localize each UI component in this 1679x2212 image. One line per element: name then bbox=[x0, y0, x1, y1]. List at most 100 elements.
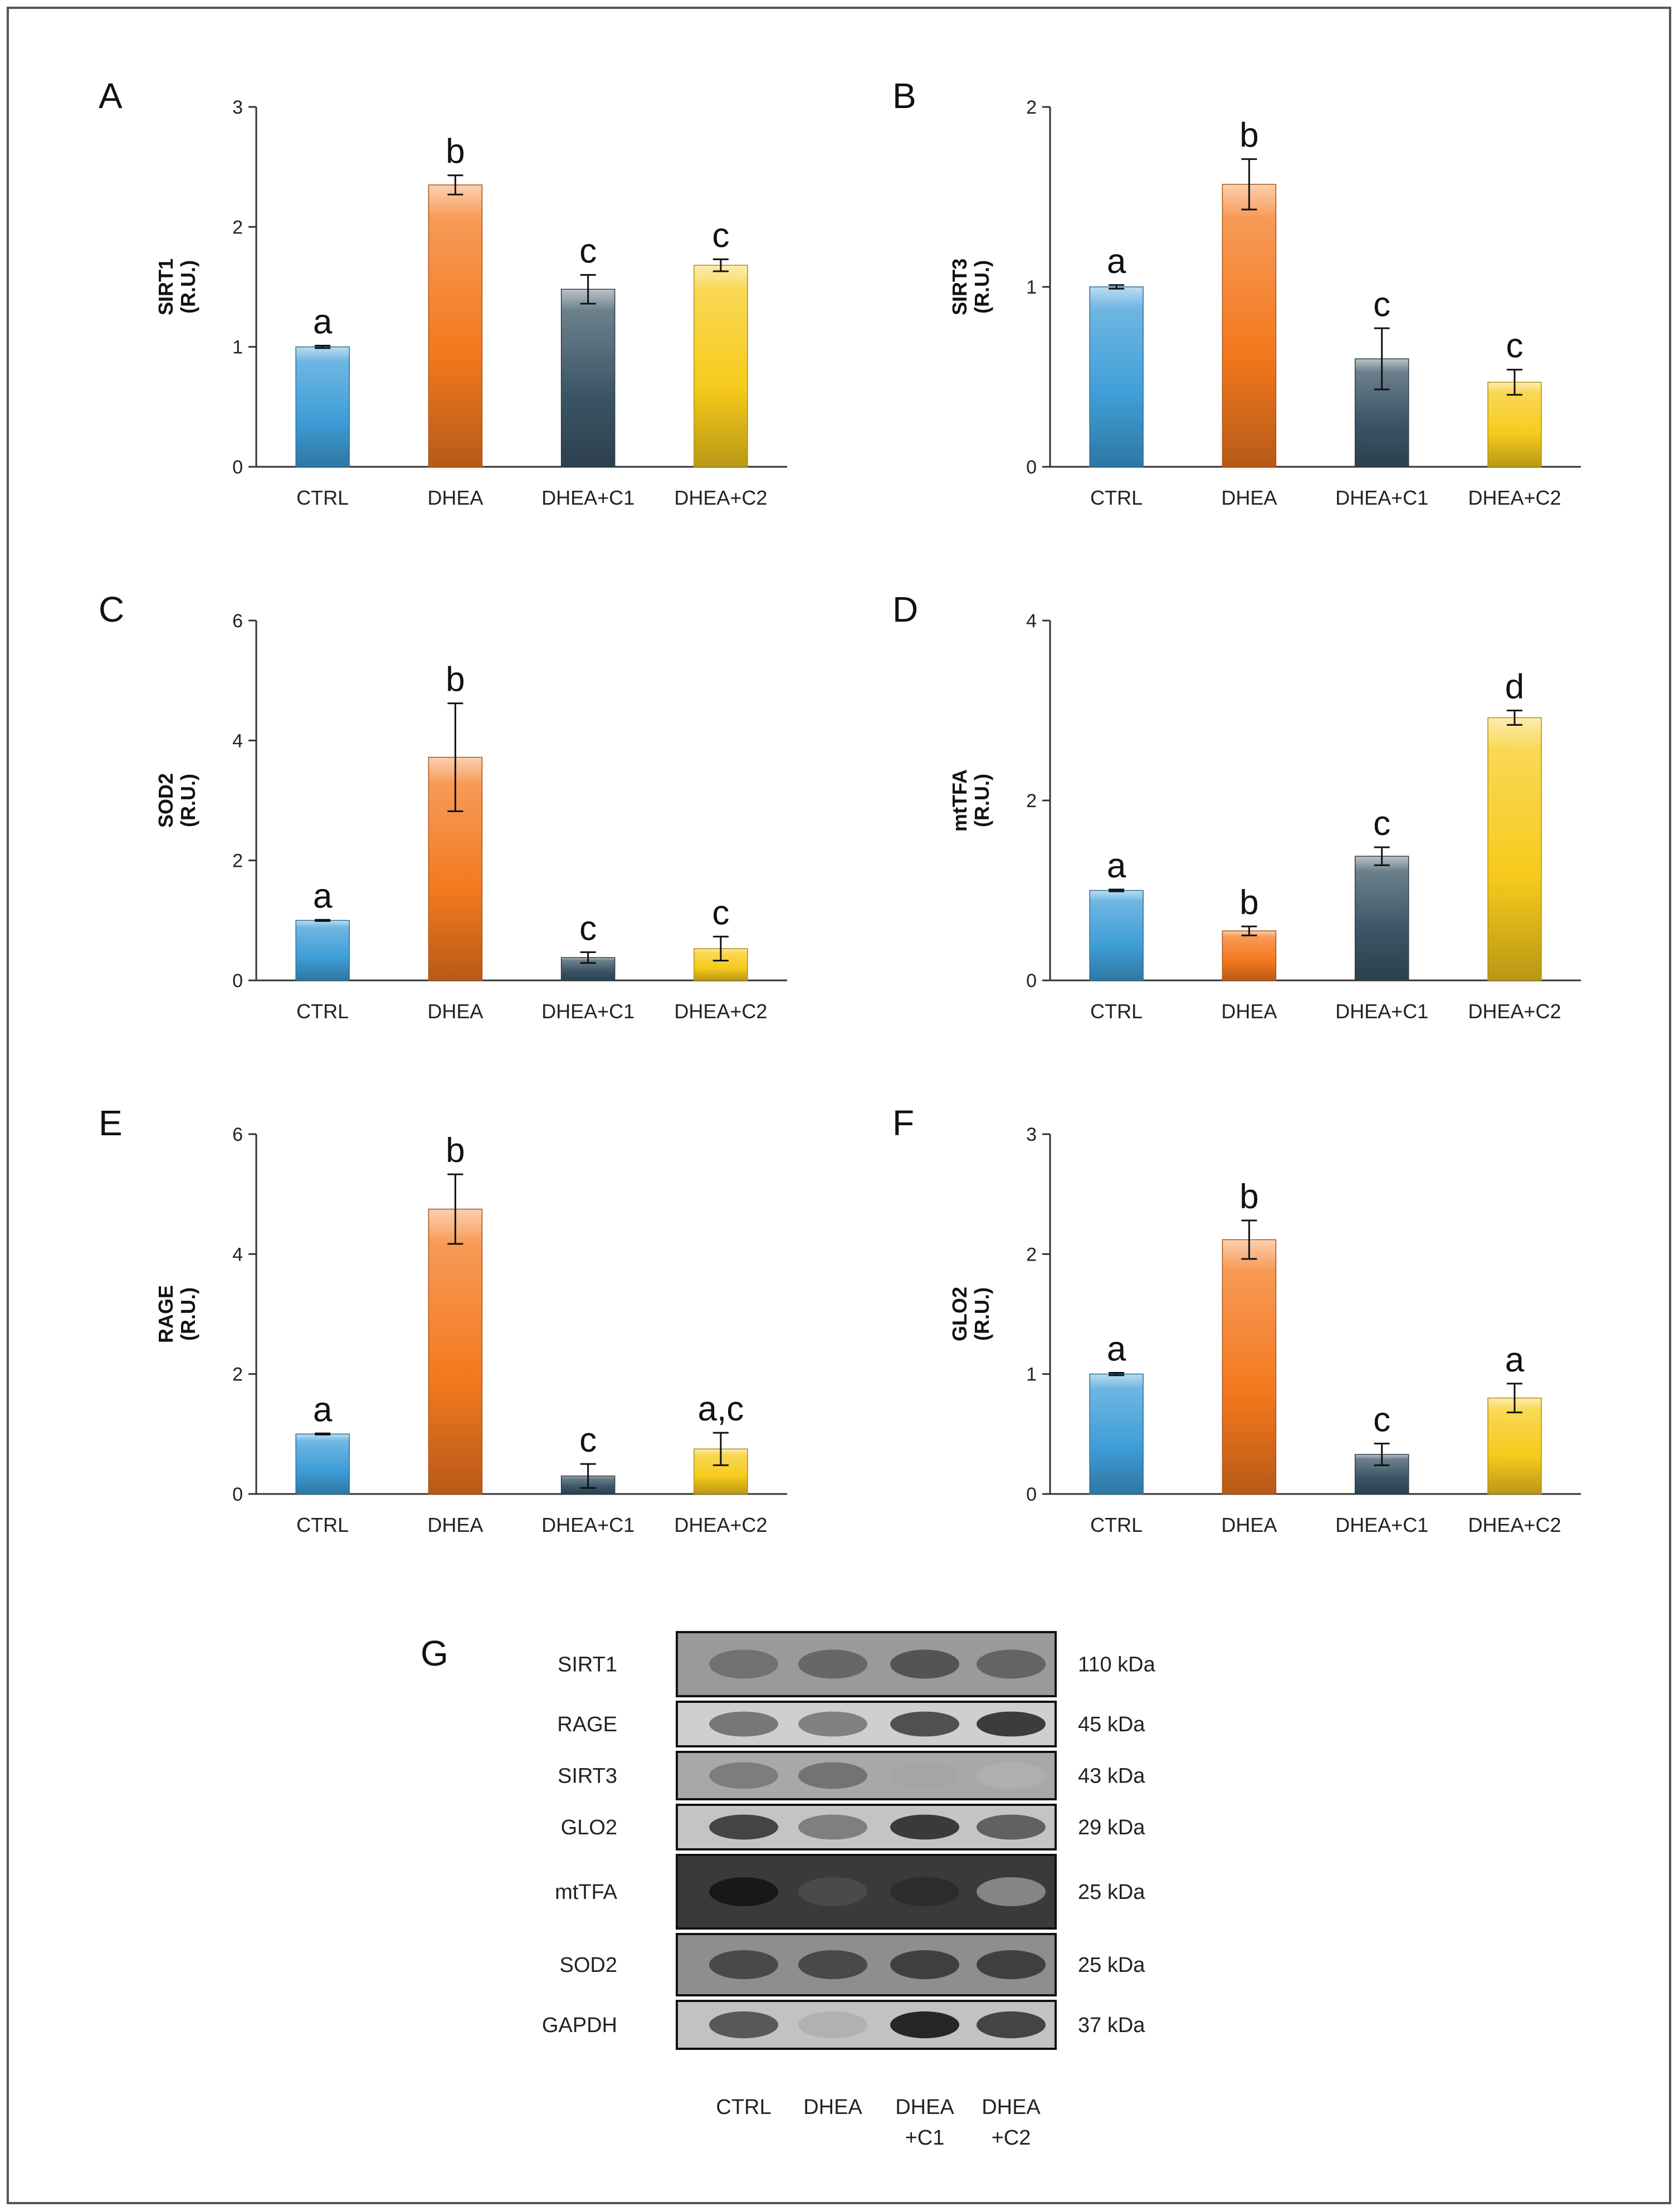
y-tick-label: 0 bbox=[1026, 1484, 1037, 1505]
y-tick-label: 2 bbox=[1026, 97, 1037, 118]
x-tick-label: DHEA+C1 bbox=[1335, 1000, 1428, 1023]
panel-letter: F bbox=[892, 1103, 914, 1143]
y-tick-label: 1 bbox=[1026, 1364, 1037, 1385]
y-tick-label: 0 bbox=[1026, 457, 1037, 478]
lane-label-sub: +C2 bbox=[992, 2126, 1031, 2150]
lane-label: DHEA bbox=[895, 2096, 954, 2119]
kda-label: 45 kDa bbox=[1078, 1713, 1145, 1736]
y-axis-title: mtTFA bbox=[948, 769, 971, 832]
x-tick-label: DHEA+C1 bbox=[541, 486, 634, 509]
significance-letter: a bbox=[313, 303, 333, 341]
significance-letter: a bbox=[313, 877, 333, 915]
x-tick-label: DHEA+C2 bbox=[1468, 1513, 1561, 1536]
protein-label: GAPDH bbox=[542, 2014, 617, 2037]
panel-letter: D bbox=[892, 589, 918, 629]
bar-dhea bbox=[428, 1208, 483, 1495]
x-tick-label: CTRL bbox=[1090, 486, 1143, 509]
blot-band bbox=[890, 1762, 959, 1789]
significance-letter: d bbox=[1505, 668, 1524, 706]
y-axis-unit: (R.U.) bbox=[970, 774, 993, 827]
blot-band bbox=[709, 1950, 778, 1979]
x-tick-label: CTRL bbox=[296, 1513, 349, 1536]
blot-band bbox=[709, 1814, 778, 1840]
panel-letter: E bbox=[99, 1103, 123, 1143]
blot-band bbox=[709, 1877, 778, 1906]
blot-band bbox=[709, 2011, 778, 2039]
figure-frame bbox=[7, 7, 1671, 2204]
bar-dhea-c1 bbox=[560, 289, 616, 467]
x-tick-label: CTRL bbox=[296, 486, 349, 509]
y-tick-label: 2 bbox=[232, 217, 243, 238]
bar-ctrl bbox=[1089, 286, 1144, 467]
blot-band bbox=[798, 1762, 867, 1789]
x-tick-label: DHEA+C2 bbox=[674, 1000, 767, 1023]
protein-label: GLO2 bbox=[561, 1816, 617, 1839]
protein-label: SOD2 bbox=[560, 1954, 617, 1977]
bar-dhea-c1 bbox=[1354, 856, 1409, 981]
panel-letter: G bbox=[421, 1633, 448, 1673]
blot-band bbox=[798, 1711, 867, 1737]
x-tick-label: DHEA+C1 bbox=[541, 1000, 634, 1023]
y-tick-label: 3 bbox=[1026, 1124, 1037, 1145]
chart-panel-F: F 0 1 2 3 GLO2 (R.U.) a CTRL b DHEA c DHEA+C1 a DHEA+C… bbox=[892, 1103, 1581, 1536]
bar-dhea-c2 bbox=[1487, 1397, 1542, 1495]
panel-letter: B bbox=[892, 76, 916, 116]
blot-band bbox=[977, 1762, 1046, 1789]
y-tick-label: 0 bbox=[1026, 970, 1037, 992]
blot-band bbox=[890, 2011, 959, 2039]
blot-band bbox=[798, 1950, 867, 1979]
significance-letter: c bbox=[1373, 804, 1390, 843]
bar-ctrl bbox=[295, 920, 350, 981]
blot-band bbox=[798, 1649, 867, 1679]
x-tick-label: DHEA bbox=[427, 1000, 483, 1023]
lane-label-sub: +C1 bbox=[905, 2126, 945, 2150]
protein-label: SIRT1 bbox=[558, 1653, 617, 1677]
y-tick-label: 0 bbox=[232, 457, 243, 478]
y-tick-label: 1 bbox=[232, 337, 243, 358]
chart-panel-A: A 0 1 2 3 SIRT1 (R.U.) a CTRL b DHEA c DHEA+C1 c DHEA+… bbox=[99, 76, 787, 509]
blot-band bbox=[890, 1649, 959, 1679]
y-tick-label: 2 bbox=[1026, 1244, 1037, 1265]
western-blot: G SIRT1 110 kDa RAGE 45 kDa SIRT3 43 kDa GLO2 29… bbox=[421, 1631, 1156, 2150]
bar-ctrl bbox=[295, 1433, 350, 1495]
y-axis-title: SIRT1 bbox=[154, 258, 177, 315]
kda-label: 25 kDa bbox=[1078, 1954, 1145, 1977]
kda-label: 29 kDa bbox=[1078, 1816, 1145, 1839]
blot-band bbox=[977, 1950, 1046, 1979]
bar-dhea bbox=[1222, 184, 1277, 467]
blot-band bbox=[798, 2011, 867, 2039]
x-tick-label: DHEA+C2 bbox=[674, 486, 767, 509]
y-tick-label: 6 bbox=[232, 1124, 243, 1145]
blot-band bbox=[709, 1762, 778, 1789]
y-tick-label: 0 bbox=[232, 970, 243, 992]
significance-letter: b bbox=[446, 661, 465, 699]
significance-letter: c bbox=[579, 909, 597, 948]
blot-band bbox=[890, 1814, 959, 1840]
x-tick-label: CTRL bbox=[1090, 1000, 1143, 1023]
significance-letter: c bbox=[712, 893, 729, 932]
y-axis-title: SOD2 bbox=[154, 773, 177, 828]
lane-label: CTRL bbox=[716, 2096, 771, 2119]
bar-ctrl bbox=[295, 346, 350, 467]
lane-label: DHEA bbox=[982, 2096, 1041, 2119]
panel-letter: C bbox=[99, 589, 124, 629]
y-axis-title: RAGE bbox=[154, 1285, 177, 1343]
y-tick-label: 3 bbox=[232, 97, 243, 118]
y-axis-unit: (R.U.) bbox=[970, 1287, 993, 1341]
significance-letter: a bbox=[1107, 1330, 1126, 1369]
significance-letter: a bbox=[1107, 847, 1126, 885]
significance-letter: a,c bbox=[698, 1390, 744, 1428]
x-tick-label: DHEA bbox=[427, 1513, 483, 1536]
chart-panel-C: C 0 2 4 6 SOD2 (R.U.) a CTRL b DHEA c DHEA+C1 c DHEA+C… bbox=[99, 589, 787, 1023]
bar-ctrl bbox=[1089, 890, 1144, 981]
y-axis-title: GLO2 bbox=[948, 1287, 971, 1341]
significance-letter: c bbox=[1373, 285, 1390, 324]
blot-band bbox=[890, 1877, 959, 1906]
x-tick-label: DHEA+C2 bbox=[674, 1513, 767, 1536]
y-tick-label: 2 bbox=[1026, 790, 1037, 812]
y-tick-label: 4 bbox=[232, 730, 243, 751]
y-tick-label: 1 bbox=[1026, 277, 1037, 298]
chart-panel-D: D 0 2 4 mtTFA (R.U.) a CTRL b DHEA c DHEA+C1 d DHEA+C… bbox=[892, 589, 1581, 1023]
blot-band bbox=[890, 1711, 959, 1737]
